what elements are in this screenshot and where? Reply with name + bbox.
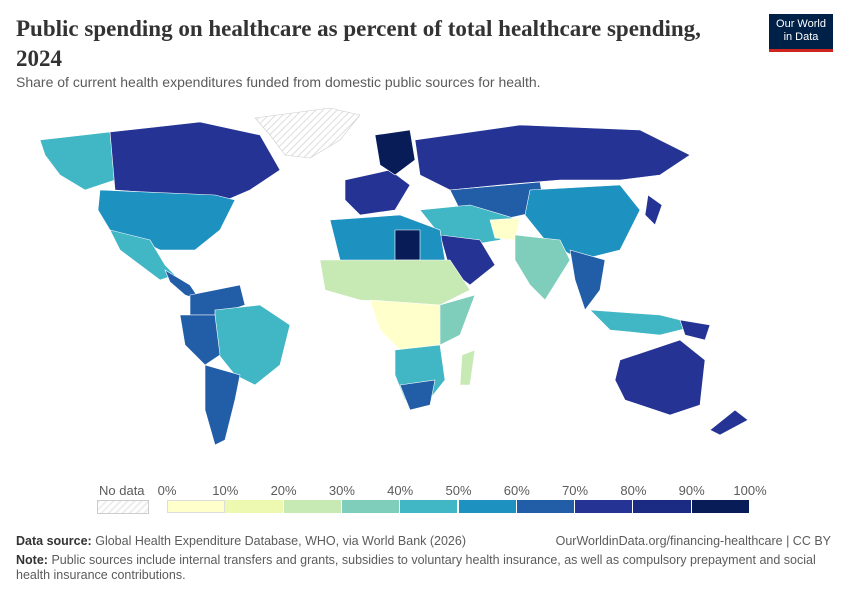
legend-bin[interactable]: [225, 500, 284, 513]
region-india[interactable]: [514, 234, 571, 301]
region-scandinavia[interactable]: [374, 129, 416, 176]
region-australia[interactable]: [614, 339, 706, 416]
legend-tick: 50%: [445, 483, 472, 498]
legend-tick: 20%: [270, 483, 297, 498]
logo-line2: in Data: [783, 31, 819, 43]
source-url[interactable]: OurWorldinData.org/financing-healthcare …: [555, 534, 831, 548]
note-text: Public sources include internal transfer…: [16, 553, 816, 582]
region-new-zealand[interactable]: [709, 409, 749, 436]
legend-tick: 0%: [157, 483, 177, 498]
region-east-africa[interactable]: [439, 294, 476, 346]
legend-tick: 100%: [733, 483, 767, 498]
region-madagascar[interactable]: [459, 349, 476, 386]
legend-tick: 40%: [387, 483, 414, 498]
note: Note: Public sources include internal tr…: [16, 553, 836, 583]
legend-tick: 60%: [503, 483, 530, 498]
source-text: Global Health Expenditure Database, WHO,…: [95, 534, 467, 548]
region-argentina-chile[interactable]: [204, 364, 241, 446]
page-title: Public spending on healthcare as percent…: [16, 16, 701, 71]
region-libya[interactable]: [394, 229, 421, 261]
legend-tick: 80%: [620, 483, 647, 498]
legend-bin[interactable]: [458, 500, 517, 513]
region-indonesia[interactable]: [589, 309, 701, 336]
legend-bin[interactable]: [691, 500, 750, 513]
region-greenland[interactable]: [254, 107, 361, 159]
region-peru-bolivia[interactable]: [179, 314, 221, 366]
legend-bin[interactable]: [283, 500, 342, 513]
region-sahel[interactable]: [319, 259, 471, 306]
region-russia[interactable]: [414, 124, 691, 191]
no-data-swatch: [97, 500, 149, 514]
legend-bin[interactable]: [341, 500, 401, 513]
region-papua[interactable]: [679, 319, 711, 341]
source-label: Data source:: [16, 534, 92, 548]
legend-tick: 30%: [328, 483, 355, 498]
legend-tick: 70%: [562, 483, 589, 498]
legend-bin[interactable]: [516, 500, 576, 513]
no-data-label: No data: [99, 483, 145, 498]
owid-logo[interactable]: Our World in Data: [769, 14, 833, 52]
world-map[interactable]: [0, 100, 850, 470]
region-western-europe[interactable]: [344, 169, 411, 216]
note-label: Note:: [16, 553, 48, 567]
legend-bin[interactable]: [400, 500, 459, 513]
region-mexico[interactable]: [109, 229, 176, 281]
subtitle: Share of current health expenditures fun…: [16, 74, 541, 90]
region-southeast-asia[interactable]: [569, 249, 606, 311]
region-usa[interactable]: [97, 189, 236, 251]
legend-bin[interactable]: [633, 500, 692, 513]
region-japan[interactable]: [644, 194, 663, 226]
logo-line1: Our World: [776, 18, 826, 30]
legend-bin[interactable]: [575, 500, 634, 513]
legend-tick: 90%: [678, 483, 705, 498]
legend-tick: 10%: [212, 483, 239, 498]
data-source: Data source: Global Health Expenditure D…: [16, 534, 466, 548]
region-south-africa[interactable]: [399, 379, 436, 411]
region-alaska[interactable]: [39, 131, 116, 191]
legend-bin[interactable]: [167, 500, 226, 513]
